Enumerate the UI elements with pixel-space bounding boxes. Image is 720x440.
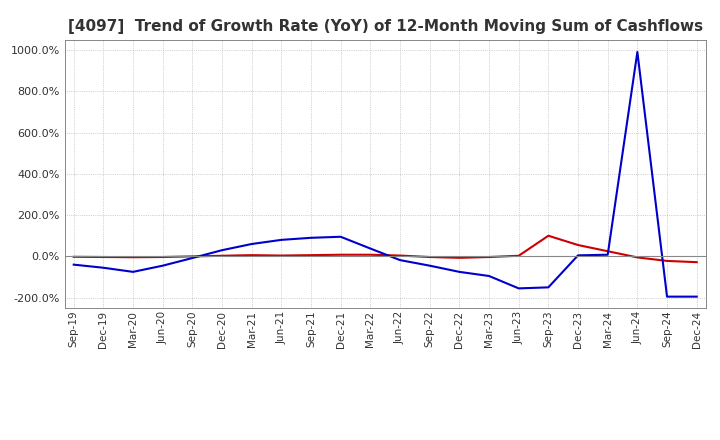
Operating Cashflow (69, 254, 78, 260)
Free Cashflow (603, 252, 612, 257)
Operating Cashflow (307, 253, 315, 258)
Operating Cashflow (248, 253, 256, 258)
Operating Cashflow (455, 255, 464, 260)
Operating Cashflow (277, 253, 286, 258)
Operating Cashflow (544, 233, 553, 238)
Operating Cashflow (574, 242, 582, 248)
Free Cashflow (69, 262, 78, 267)
Free Cashflow (426, 263, 434, 268)
Free Cashflow (99, 265, 108, 270)
Free Cashflow (514, 286, 523, 291)
Free Cashflow (129, 269, 138, 275)
Free Cashflow (633, 49, 642, 55)
Line: Free Cashflow: Free Cashflow (73, 52, 697, 297)
Operating Cashflow (336, 252, 345, 257)
Operating Cashflow (158, 254, 167, 260)
Operating Cashflow (514, 253, 523, 258)
Operating Cashflow (129, 255, 138, 260)
Free Cashflow (574, 253, 582, 258)
Free Cashflow (188, 255, 197, 260)
Free Cashflow (455, 269, 464, 275)
Operating Cashflow (188, 254, 197, 259)
Operating Cashflow (662, 258, 671, 264)
Free Cashflow (307, 235, 315, 240)
Free Cashflow (277, 237, 286, 242)
Operating Cashflow (485, 254, 493, 260)
Free Cashflow (248, 242, 256, 247)
Free Cashflow (217, 248, 226, 253)
Free Cashflow (693, 294, 701, 299)
Free Cashflow (662, 294, 671, 299)
Free Cashflow (336, 234, 345, 239)
Free Cashflow (485, 273, 493, 279)
Operating Cashflow (693, 260, 701, 265)
Free Cashflow (366, 246, 374, 251)
Operating Cashflow (366, 252, 374, 257)
Operating Cashflow (633, 255, 642, 260)
Operating Cashflow (426, 254, 434, 260)
Free Cashflow (396, 257, 405, 263)
Operating Cashflow (217, 253, 226, 258)
Line: Operating Cashflow: Operating Cashflow (73, 236, 697, 262)
Operating Cashflow (99, 254, 108, 260)
Operating Cashflow (396, 253, 405, 258)
Free Cashflow (544, 285, 553, 290)
Title: [4097]  Trend of Growth Rate (YoY) of 12-Month Moving Sum of Cashflows: [4097] Trend of Growth Rate (YoY) of 12-… (68, 19, 703, 34)
Free Cashflow (158, 263, 167, 268)
Operating Cashflow (603, 249, 612, 254)
